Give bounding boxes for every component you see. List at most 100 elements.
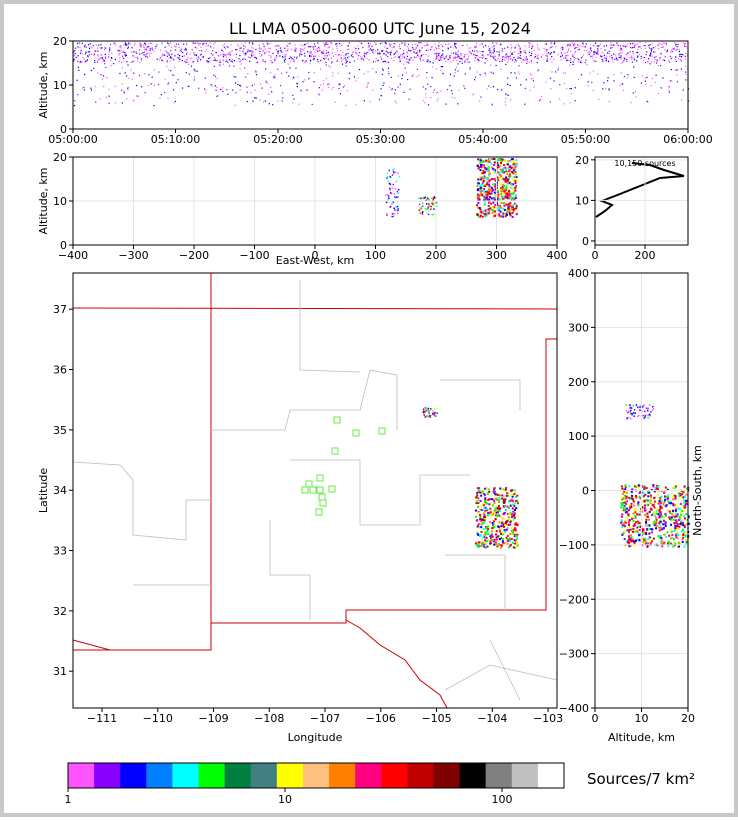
source-speckle bbox=[663, 541, 666, 544]
source-speckle bbox=[645, 522, 647, 525]
source-speckle bbox=[549, 101, 551, 103]
source-speckle bbox=[648, 524, 651, 527]
source-speckle bbox=[642, 405, 644, 408]
source-speckle bbox=[628, 496, 631, 499]
source-speckle bbox=[565, 55, 567, 57]
source-speckle bbox=[655, 520, 658, 523]
source-speckle bbox=[342, 51, 344, 53]
source-speckle bbox=[423, 197, 425, 199]
source-speckle bbox=[679, 493, 682, 495]
source-speckle bbox=[438, 59, 440, 61]
source-speckle bbox=[518, 57, 520, 59]
source-speckle bbox=[232, 59, 234, 61]
source-speckle bbox=[327, 83, 329, 85]
source-speckle bbox=[631, 57, 633, 59]
source-speckle bbox=[623, 490, 626, 493]
source-speckle bbox=[650, 540, 653, 543]
source-speckle bbox=[397, 209, 399, 212]
source-speckle bbox=[461, 57, 463, 60]
source-speckle bbox=[511, 503, 514, 506]
source-speckle bbox=[445, 56, 447, 58]
source-speckle bbox=[505, 487, 508, 490]
source-speckle bbox=[397, 51, 399, 53]
source-speckle bbox=[449, 85, 451, 87]
source-speckle bbox=[508, 57, 510, 59]
source-speckle bbox=[481, 166, 484, 169]
source-speckle bbox=[641, 506, 644, 509]
source-speckle bbox=[662, 523, 665, 526]
source-speckle bbox=[489, 179, 492, 182]
source-speckle bbox=[476, 196, 479, 199]
source-speckle bbox=[481, 51, 483, 53]
source-speckle bbox=[501, 50, 503, 52]
source-speckle bbox=[648, 536, 651, 539]
source-speckle bbox=[488, 198, 491, 201]
source-speckle bbox=[622, 89, 625, 91]
source-speckle bbox=[409, 88, 411, 90]
source-speckle bbox=[480, 193, 483, 196]
source-speckle bbox=[510, 174, 513, 177]
source-speckle bbox=[669, 500, 672, 503]
source-speckle bbox=[406, 52, 409, 54]
source-speckle bbox=[170, 50, 172, 52]
source-speckle bbox=[644, 486, 647, 489]
x-tick-label: 0 bbox=[312, 249, 319, 262]
source-speckle bbox=[205, 42, 207, 44]
source-speckle bbox=[487, 532, 490, 535]
source-speckle bbox=[481, 509, 484, 512]
source-speckle bbox=[575, 50, 577, 53]
source-speckle bbox=[439, 56, 441, 58]
source-speckle bbox=[663, 497, 666, 500]
source-speckle bbox=[418, 56, 420, 58]
source-speckle bbox=[382, 84, 384, 87]
source-speckle bbox=[123, 44, 125, 46]
source-speckle bbox=[407, 43, 410, 45]
source-speckle bbox=[503, 505, 506, 508]
source-speckle bbox=[652, 408, 655, 410]
source-speckle bbox=[621, 487, 624, 490]
source-speckle bbox=[607, 77, 609, 79]
source-speckle bbox=[473, 54, 475, 56]
source-speckle bbox=[210, 46, 212, 48]
source-speckle bbox=[349, 61, 351, 63]
source-speckle bbox=[173, 75, 175, 77]
source-speckle bbox=[502, 513, 505, 516]
colorbar-swatch bbox=[94, 763, 121, 788]
source-speckle bbox=[486, 160, 489, 163]
source-speckle bbox=[617, 58, 619, 61]
source-speckle bbox=[220, 49, 223, 51]
source-speckle bbox=[499, 537, 502, 540]
source-speckle bbox=[624, 521, 627, 524]
source-speckle bbox=[466, 61, 468, 63]
station-marker bbox=[328, 485, 336, 493]
source-speckle bbox=[625, 53, 627, 55]
source-speckle bbox=[476, 204, 478, 207]
source-speckle bbox=[240, 47, 242, 49]
source-speckle bbox=[509, 194, 512, 197]
source-speckle bbox=[673, 522, 676, 525]
source-speckle bbox=[115, 44, 117, 46]
source-speckle bbox=[363, 100, 365, 102]
source-speckle bbox=[478, 194, 481, 197]
source-speckle bbox=[394, 100, 396, 102]
source-speckle bbox=[213, 65, 215, 67]
source-speckle bbox=[481, 160, 484, 163]
source-speckle bbox=[633, 59, 636, 61]
source-speckle bbox=[187, 56, 189, 58]
source-speckle bbox=[222, 51, 224, 53]
source-speckle bbox=[583, 46, 585, 48]
source-speckle bbox=[434, 408, 436, 410]
source-speckle bbox=[564, 52, 566, 54]
source-speckle bbox=[623, 45, 625, 47]
source-speckle bbox=[510, 44, 512, 46]
source-speckle bbox=[569, 64, 571, 66]
source-speckle bbox=[492, 201, 495, 204]
source-speckle bbox=[180, 48, 182, 50]
source-speckle bbox=[499, 544, 502, 547]
source-speckle bbox=[280, 49, 283, 51]
source-speckle bbox=[320, 59, 322, 62]
source-speckle bbox=[682, 496, 685, 499]
source-speckle bbox=[577, 49, 579, 51]
x-axis-label: Longitude bbox=[288, 731, 343, 744]
source-speckle bbox=[464, 60, 466, 62]
